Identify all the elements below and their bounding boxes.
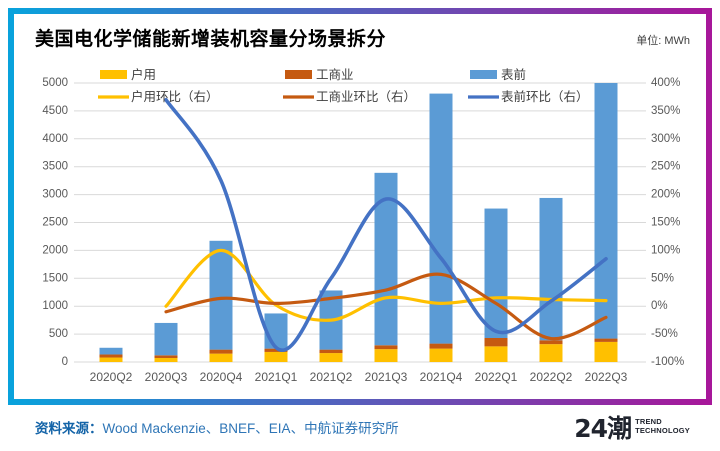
right-axis-tick: 250% [651,161,680,173]
left-axis-tick: 3500 [42,161,68,173]
right-axis-tick: 400% [651,77,680,89]
x-axis-label: 2022Q2 [530,370,573,384]
source-label: 资料来源： [35,420,103,436]
footer: 资料来源：Wood Mackenzie、BNEF、EIA、中航证券研究所 24潮… [8,406,712,448]
legend-item: 户用环比（右） [98,89,219,104]
trend-line [164,97,608,352]
brand-sub-line2: TECHNOLOGY [635,426,690,435]
bar-segment [429,343,453,349]
bar-segment [374,172,398,346]
bar-segment [209,353,233,362]
right-axis-tick: 0% [651,300,668,312]
left-axis-tick: 0 [62,356,68,368]
brand-sub-line1: TREND [635,417,662,427]
bar-segment [209,240,233,350]
legend-item: 工商业 [285,67,354,82]
bar-segment [264,348,288,352]
bar-segment [209,349,233,354]
bar-segment [484,346,508,362]
left-axis-tick: 1000 [42,300,68,312]
trend-line [164,272,608,341]
legend-label: 户用环比（右） [131,89,219,104]
legend-swatch [100,70,127,79]
left-axis-tick: 4500 [42,105,68,117]
legend-swatch [285,70,312,79]
unit-label: 单位: MWh [636,35,690,47]
legend-label: 户用 [131,67,156,82]
legend-item: 表前环比（右） [468,89,589,104]
right-axis-tick: 200% [651,189,680,201]
left-axis-tick: 3000 [42,189,68,201]
bar-segment [154,355,178,358]
bar-segment [154,357,178,362]
capacity-combo-chart: 0 -100% 500 -50% 1000 0% 1500 50% 2000 100% 2500 15… [42,67,684,384]
legend-label: 表前环比（右） [501,89,589,104]
legend-item: 工商业环比（右） [283,89,416,104]
x-axis-label: 2021Q2 [310,370,353,384]
bar-segment [319,349,343,354]
bar-segment [264,351,288,362]
left-axis-tick: 1500 [42,272,68,284]
chart-card: 美国电化学储能新增装机容量分场景拆分 单位: MWh 0 -100% 500 -50%… [8,8,712,405]
bar-segment [539,197,563,341]
right-axis-tick: 50% [651,272,674,284]
right-axis-tick: 350% [651,105,680,117]
x-axis-label: 2020Q3 [145,370,188,384]
x-axis-label: 2021Q1 [255,370,298,384]
x-axis-label: 2021Q4 [420,370,463,384]
trend-line [164,248,608,322]
bar-segment [594,338,618,342]
bar-segment [429,93,453,344]
brand-logo: 24潮 TREND TECHNOLOGY [574,409,690,445]
bar-segment [99,357,123,362]
bar-segment [594,83,618,339]
legend-label: 工商业环比（右） [316,89,416,104]
x-axis-label: 2020Q4 [200,370,243,384]
legend-label: 工商业 [316,67,354,82]
left-axis-tick: 2500 [42,217,68,229]
x-axis-label: 2021Q3 [365,370,408,384]
legend-label: 表前 [501,67,526,82]
bar-segment [154,322,178,356]
x-axis-label: 2020Q2 [90,370,133,384]
right-axis-tick: -100% [651,356,684,368]
bar-segment [594,341,618,362]
x-axis-label: 2022Q3 [585,370,628,384]
right-axis-tick: 150% [651,217,680,229]
left-axis-tick: 5000 [42,77,68,89]
brand-name: 24潮 [574,414,632,443]
left-axis-tick: 500 [49,328,68,340]
source-line: 资料来源：Wood Mackenzie、BNEF、EIA、中航证券研究所 [35,417,399,438]
bar-segment [484,208,508,339]
source-list: Wood Mackenzie、BNEF、EIA、中航证券研究所 [102,420,399,436]
right-axis-tick: -50% [651,328,678,340]
bar-segment [99,347,123,355]
bar-segment [539,344,563,362]
legend-swatch [470,70,497,79]
bar-segment [319,353,343,362]
bar-segment [429,348,453,362]
brand-subtitle: TREND TECHNOLOGY [635,418,690,435]
bar-segment [484,338,508,347]
bar-segment [374,349,398,362]
page-title: 美国电化学储能新增装机容量分场景拆分 [35,29,387,50]
left-axis-tick: 2000 [42,244,68,256]
bar-segment [374,345,398,350]
right-axis-tick: 100% [651,244,680,256]
right-axis-tick: 300% [651,133,680,145]
left-axis-tick: 4000 [42,133,68,145]
legend-item: 表前 [470,67,526,82]
bar-segment [539,340,563,345]
x-axis-label: 2022Q1 [475,370,518,384]
bar-segment [99,354,123,358]
legend-item: 户用 [100,67,156,82]
